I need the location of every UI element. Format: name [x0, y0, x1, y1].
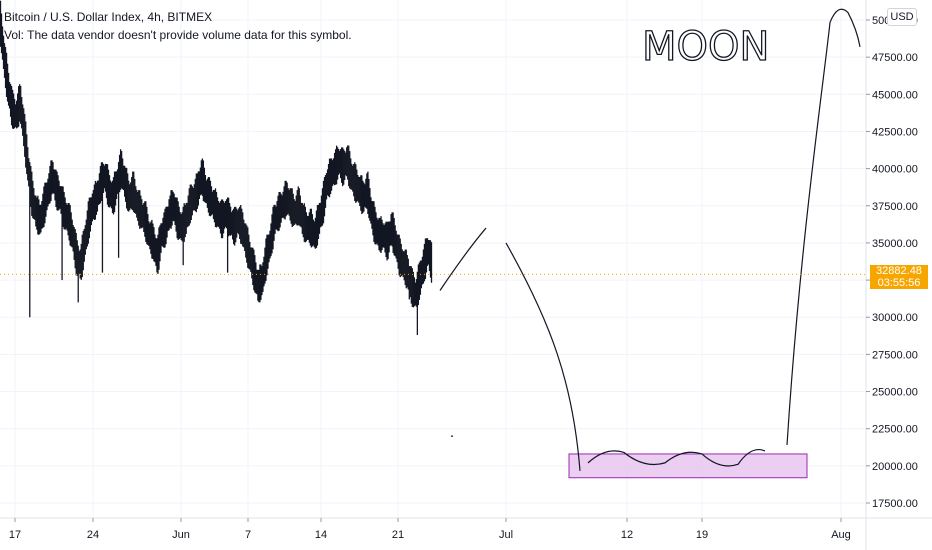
- price-tick-label: 35000.00: [872, 238, 918, 250]
- time-tick-label: 17: [9, 529, 21, 541]
- price-tick-label: 42500.00: [872, 126, 918, 138]
- chart-header: Bitcoin / U.S. Dollar Index, 4h, BITMEX …: [4, 8, 352, 44]
- current-price-label: 32882.48 03:55:56: [870, 265, 928, 290]
- symbol-title[interactable]: Bitcoin / U.S. Dollar Index, 4h, BITMEX: [4, 10, 213, 24]
- price-axis[interactable]: 17500.00 20000.00 22500.00 25000.00 27500.00…: [866, 15, 918, 510]
- time-tick-label: Aug: [831, 529, 851, 541]
- price-tick-label: 47500.00: [872, 52, 918, 64]
- drawn-consolidation: [587, 448, 766, 467]
- time-tick-label: Jul: [499, 529, 513, 541]
- price-tick-label: 45000.00: [872, 89, 918, 101]
- time-tick-label: 19: [696, 529, 708, 541]
- price-tick-label: 20000.00: [872, 461, 918, 473]
- moon-text: MOON: [642, 24, 769, 70]
- price-bars: [0, 0, 433, 336]
- volume-notice: Vol: The data vendor doesn't provide vol…: [4, 28, 352, 42]
- price-tick-label: 27500.00: [872, 349, 918, 361]
- time-tick-label: 21: [392, 529, 404, 541]
- current-price-value: 32882.48: [876, 265, 922, 278]
- price-tick-label: 30000.00: [872, 312, 918, 324]
- price-tick-label: 40000.00: [872, 164, 918, 176]
- stray-dot: [451, 435, 453, 438]
- time-axis[interactable]: 17 24 Jun 7 14 21 Jul 12 19 Aug: [9, 518, 851, 541]
- price-tick-label: 37500.00: [872, 201, 918, 213]
- bar-countdown: 03:55:56: [877, 277, 921, 290]
- drawn-upswing: [439, 227, 487, 291]
- time-tick-label: 12: [621, 529, 633, 541]
- drawn-moon-spike: [786, 8, 861, 446]
- price-tick-label: 22500.00: [872, 424, 918, 436]
- hand-drawing: [439, 8, 861, 479]
- currency-button[interactable]: USD: [887, 8, 917, 26]
- time-tick-label: 24: [87, 529, 99, 541]
- price-tick-label: 17500.00: [872, 498, 918, 510]
- time-tick-label: 7: [245, 529, 251, 541]
- time-tick-label: Jun: [172, 529, 190, 541]
- grid: [0, 0, 866, 518]
- time-tick-label: 14: [315, 529, 327, 541]
- price-tick-label: 25000.00: [872, 387, 918, 399]
- drawn-drop: [505, 242, 581, 471]
- target-zone-box[interactable]: [568, 453, 808, 479]
